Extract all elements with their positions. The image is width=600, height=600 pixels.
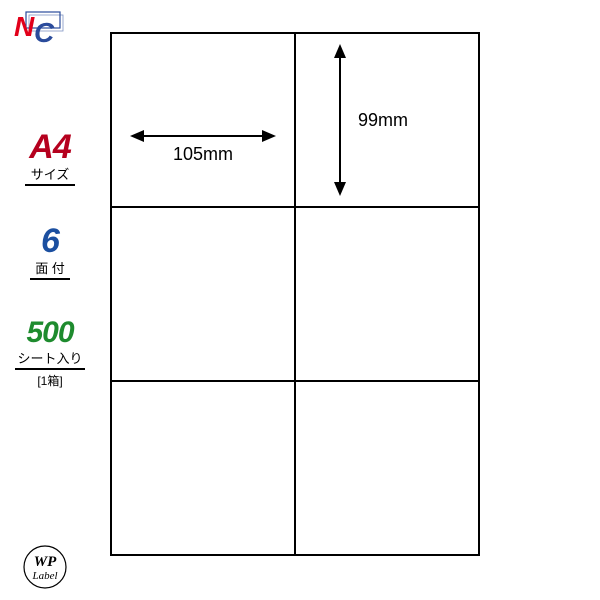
cell-2-0 (111, 381, 295, 555)
height-label: 99mm (358, 110, 408, 131)
width-dimension: 105mm (130, 130, 276, 165)
info-sheets: 500 シート入り [1箱] (15, 318, 85, 389)
nc-logo-c: C (34, 17, 55, 48)
size-label: サイズ (25, 164, 75, 186)
wp-label-logo: WP Label (22, 544, 68, 590)
faces-label: 面 付 (30, 258, 70, 280)
info-size: A4 サイズ (25, 130, 75, 186)
cell-1-1 (295, 207, 479, 381)
label-sheet-diagram: 105mm 99mm (110, 32, 480, 556)
size-value: A4 (25, 130, 75, 164)
sheets-extra: [1箱] (15, 372, 85, 389)
width-label: 105mm (173, 144, 233, 165)
info-faces: 6 面 付 (30, 224, 70, 280)
cell-2-1 (295, 381, 479, 555)
sheets-label: シート入り (15, 348, 85, 370)
cell-0-1: 99mm (295, 33, 479, 207)
wp-text: WP (34, 554, 57, 570)
height-dimension: 99mm (334, 44, 408, 196)
sheets-value: 500 (15, 318, 85, 348)
width-arrow (130, 130, 276, 142)
cell-1-0 (111, 207, 295, 381)
wp-label-text: Label (31, 570, 57, 582)
info-column: A4 サイズ 6 面 付 500 シート入り [1箱] (0, 130, 100, 389)
nc-logo-n: N (14, 11, 35, 42)
cell-0-0: 105mm (111, 33, 295, 207)
nc-logo: N C (8, 8, 64, 48)
height-arrow (334, 44, 346, 196)
faces-value: 6 (30, 224, 70, 258)
